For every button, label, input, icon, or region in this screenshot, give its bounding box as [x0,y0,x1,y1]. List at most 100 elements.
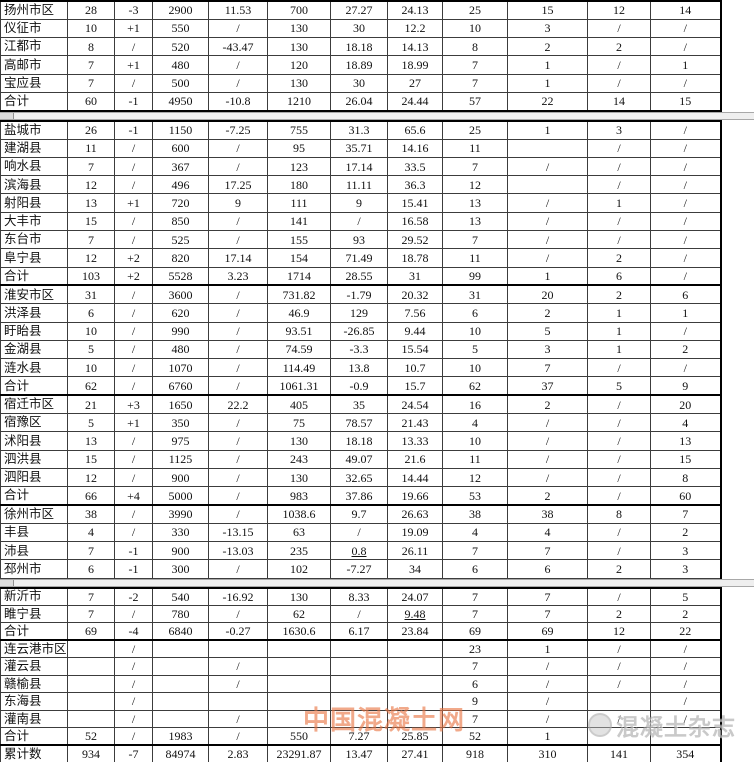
value-cell: / [208,413,268,433]
value-cell: 11.11 [330,175,388,195]
value-cell: 330 [152,522,209,543]
value-cell [67,639,115,659]
value-cell: 540 [152,587,209,606]
value-cell: / [507,230,588,250]
value-cell: 7 [507,358,588,378]
value-cell: / [208,486,268,506]
table-row: 阜宁县 12 +2 820 17.14 154 71.49 18.78 11/2/ [0,248,721,268]
region-name-cell: 沛县 [0,541,68,561]
value-cell: / [114,376,153,396]
value-cell: / [507,692,588,711]
value-cell: 60 [650,486,721,506]
value-cell: 60 [67,91,115,112]
value-cell: 17.14 [330,156,388,177]
value-cell: 12 [67,248,115,268]
region-name-cell: 洪泽县 [0,303,68,323]
table-row: 射阳县 13 +1 720 9 111 9 15.41 13/1/ [0,193,721,213]
region-name-cell: 阜宁县 [0,248,68,268]
value-cell: 13.33 [387,431,443,451]
region-name-cell: 大丰市 [0,211,68,232]
value-cell: / [587,674,651,694]
table-row: 灌云县 //7// / [0,657,721,676]
region-name-cell: 丰县 [0,522,68,543]
value-cell: 525 [152,230,209,250]
value-cell: 14.44 [387,467,443,488]
value-cell: +1 [114,55,153,75]
value-cell: / [650,266,721,286]
value-cell [587,692,651,711]
value-cell: / [587,431,651,451]
value-cell: 5 [67,413,115,433]
value-cell: 154 [267,248,331,268]
value-cell [267,657,331,676]
value-cell: 65.6 [387,120,443,140]
value-cell: 13 [67,431,115,451]
value-cell: / [507,467,588,488]
region-name-cell: 沭阳县 [0,431,68,451]
value-cell: / [208,358,268,378]
value-cell: +2 [114,266,153,286]
value-cell: 755 [267,120,331,140]
value-cell: / [114,503,153,524]
table-row: 泗阳县 12/900/130 32.65 14.44 12//8 [0,467,721,488]
value-cell: 7 [442,156,508,177]
value-cell [152,657,209,676]
value-cell: 28 [67,0,115,20]
value-cell: / [114,175,153,195]
value-cell: 2 [587,284,651,305]
table-row: 宝应县 7/500/130 30 27 7 1// [0,73,721,93]
value-cell: / [114,73,153,93]
table-row: 合计 60 -1 4950 -10.8 1210 26.04 24.44 57 22 14 15 [0,91,721,112]
value-cell: 7 [67,587,115,606]
value-cell: / [114,449,153,469]
value-cell: 25.85 [387,727,443,746]
value-cell: 500 [152,73,209,93]
value-cell: 1061.31 [267,376,331,396]
value-cell: -0.9 [330,376,388,396]
table-row: 邳州市 6 -1 300/102 -7.27 34 6 6 2 3 [0,559,721,579]
region-name-cell: 灌云县 [0,657,68,676]
value-cell: / [114,639,153,659]
value-cell [330,692,388,711]
value-cell: -16.92 [208,587,268,606]
value-cell: 130 [267,467,331,488]
value-cell [587,727,651,746]
value-cell: 71.49 [330,248,388,268]
value-cell: / [114,230,153,250]
region-name-cell: 响水县 [0,156,68,177]
value-cell [67,692,115,711]
value-cell: 7 [507,541,588,561]
region-name-cell: 江都市 [0,37,68,57]
value-cell: / [650,211,721,232]
table-row: 灌南县 //7// / [0,709,721,729]
region-name-cell: 连云港市区 [0,639,68,659]
value-cell: 7 [67,604,115,624]
value-cell: -1 [114,91,153,112]
value-cell: 4950 [152,91,209,112]
table-row: 高邮市 7 +1 480/120 18.89 18.99 7 1/1 [0,55,721,75]
value-cell: 93.51 [267,321,331,341]
table-row: 仪征市 10 +1 550/130 30 12.2 10 3// [0,18,721,39]
value-cell: 7 [442,587,508,606]
value-cell [67,674,115,694]
value-cell [267,639,331,659]
value-cell: 0.8 [330,541,388,561]
value-cell: / [330,522,388,543]
value-cell: / [507,709,588,729]
value-cell: 52 [67,727,115,746]
value-cell: / [650,709,721,729]
value-cell: 11.53 [208,0,268,20]
value-cell: 5 [507,321,588,341]
value-cell: / [114,604,153,624]
value-cell: 8 [67,37,115,57]
table-row: 合计 62/6760/1061.31 -0.9 15.7 62 37 5 9 [0,376,721,396]
value-cell: 4 [442,413,508,433]
value-cell: 99 [442,266,508,286]
table-row: 滨海县 12/496 17.25 180 11.11 36.3 12// [0,175,721,195]
table-row: 合计 103 +2 5528 3.23 1714 28.55 31 99 1 6/ [0,266,721,286]
value-cell: 30 [330,18,388,39]
value-cell: / [587,486,651,506]
value-cell: -13.03 [208,541,268,561]
value-cell: 19.09 [387,522,443,543]
value-cell: / [208,230,268,250]
